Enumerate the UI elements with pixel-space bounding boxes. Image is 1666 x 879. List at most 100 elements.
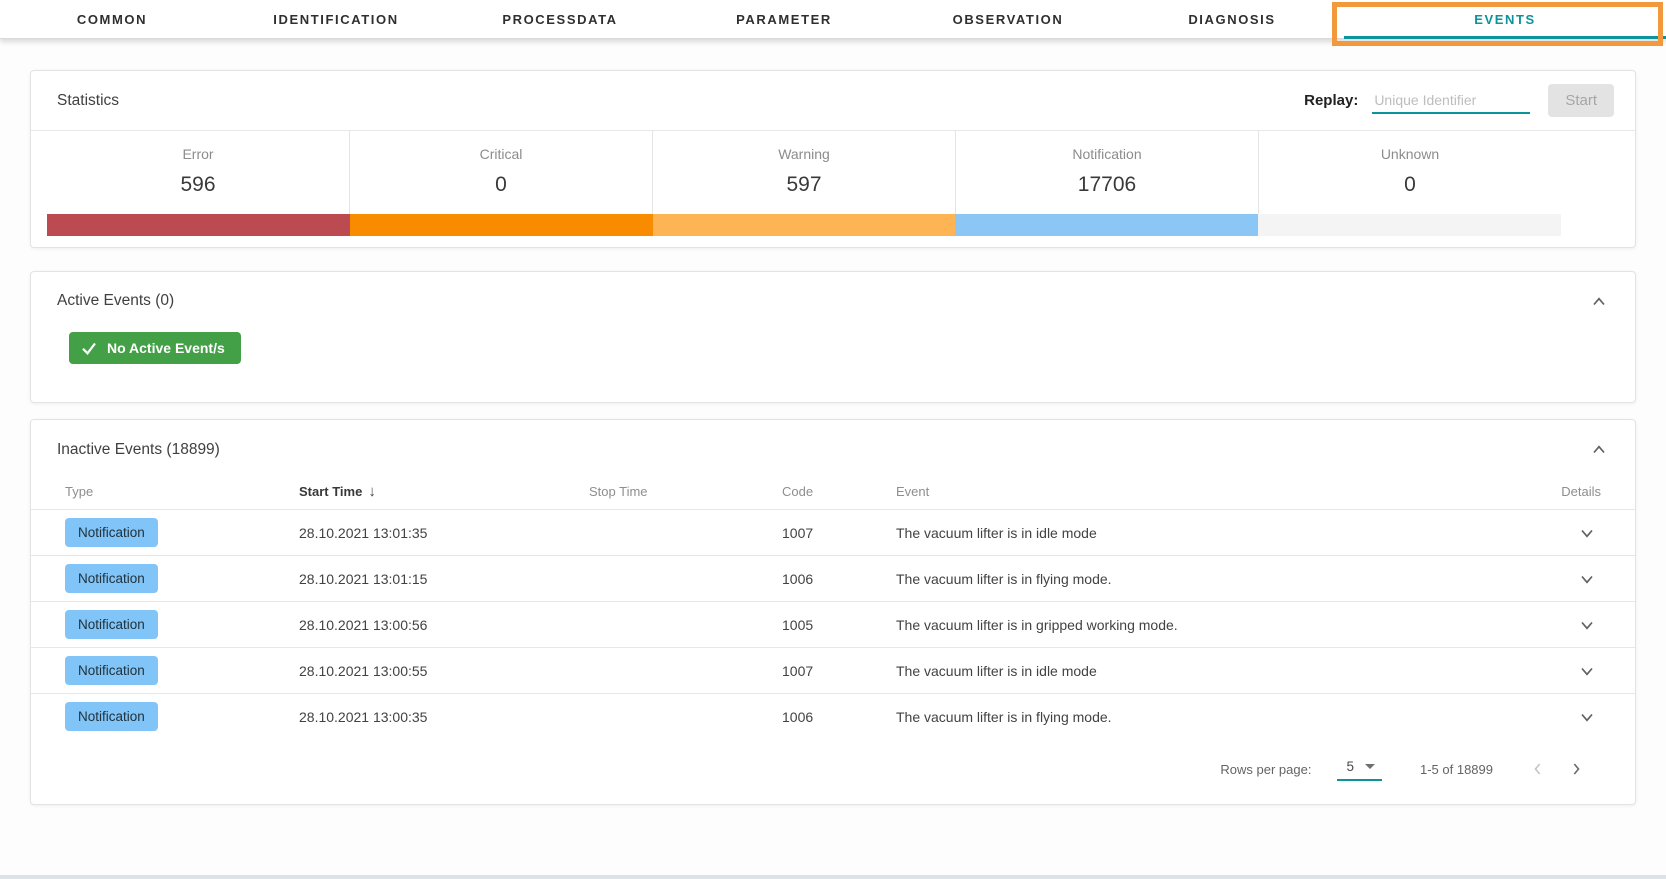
type-badge: Notification — [65, 518, 158, 547]
chevron-right-icon — [1573, 763, 1580, 775]
column-header-details: Details — [1561, 483, 1601, 499]
row-details-toggle[interactable] — [1573, 703, 1601, 731]
chevron-down-icon — [1581, 713, 1593, 722]
bar-segment-critical — [349, 214, 653, 236]
rows-per-page-label: Rows per page: — [1220, 761, 1312, 777]
start-time-cell: 28.10.2021 13:00:55 — [299, 662, 428, 679]
column-header-type: Type — [65, 483, 94, 499]
stat-value: 0 — [495, 173, 507, 196]
replay-identifier-input[interactable] — [1372, 87, 1531, 114]
sort-desc-icon: ↓ — [368, 482, 376, 500]
inactive-events-card: Inactive Events (18899) Type Start Time … — [30, 419, 1636, 805]
tab-bar: COMMON IDENTIFICATION PROCESSDATA PARAME… — [0, 0, 1666, 46]
table-row: Notification 28.10.2021 13:00:55 1007 Th… — [31, 647, 1635, 693]
table-header-row: Type Start Time ↓ Stop Time Code Event D… — [31, 473, 1635, 509]
rows-per-page-select[interactable]: 5 — [1337, 757, 1382, 781]
chevron-down-icon — [1581, 667, 1593, 676]
pagination-range-label: 1-5 of 18899 — [1419, 761, 1493, 777]
replay-controls: Replay: Start — [1304, 84, 1614, 117]
active-tab-underline — [1344, 36, 1666, 39]
start-time-cell: 28.10.2021 13:00:35 — [299, 708, 428, 725]
row-details-toggle[interactable] — [1573, 657, 1601, 685]
code-cell: 1005 — [782, 616, 814, 633]
chevron-down-icon — [1581, 575, 1593, 584]
caret-down-icon — [1364, 764, 1375, 769]
type-badge: Notification — [65, 702, 158, 731]
statistics-grid: Error 596 Critical 0 Warning 597 Notific… — [47, 131, 1561, 214]
stat-label: Notification — [1072, 146, 1142, 162]
tab-diagnosis[interactable]: DIAGNOSIS — [1188, 11, 1276, 27]
event-cell: The vacuum lifter is in flying mode. — [896, 570, 1112, 587]
table-row: Notification 28.10.2021 13:00:35 1006 Th… — [31, 693, 1635, 739]
column-header-code: Code — [782, 483, 814, 499]
statistics-header: Statistics Replay: Start — [31, 71, 1635, 131]
code-cell: 1007 — [782, 662, 814, 679]
chevron-down-icon — [1581, 621, 1593, 630]
previous-page-button[interactable] — [1523, 754, 1553, 784]
event-cell: The vacuum lifter is in idle mode — [896, 524, 1097, 541]
event-cell: The vacuum lifter is in idle mode — [896, 662, 1097, 679]
chevron-up-icon — [1593, 297, 1605, 306]
stat-value: 596 — [180, 173, 216, 196]
column-header-event: Event — [896, 483, 930, 499]
type-badge: Notification — [65, 610, 158, 639]
inactive-events-title: Inactive Events (18899) — [57, 441, 220, 458]
active-events-title: Active Events (0) — [57, 292, 175, 309]
tab-identification[interactable]: IDENTIFICATION — [273, 11, 399, 27]
bar-segment-unknown — [1258, 214, 1561, 236]
bottom-divider — [0, 875, 1666, 879]
stat-value: 0 — [1404, 173, 1416, 196]
tab-parameter[interactable]: PARAMETER — [736, 11, 832, 27]
start-time-label: Start Time — [299, 483, 363, 499]
start-time-cell: 28.10.2021 13:00:56 — [299, 616, 428, 633]
code-cell: 1006 — [782, 708, 814, 725]
row-details-toggle[interactable] — [1573, 565, 1601, 593]
replay-start-button[interactable]: Start — [1548, 84, 1614, 117]
event-cell: The vacuum lifter is in gripped working … — [896, 616, 1178, 633]
tab-events[interactable]: EVENTS — [1332, 0, 1666, 46]
table-row: Notification 28.10.2021 13:00:56 1005 Th… — [31, 601, 1635, 647]
stat-label: Unknown — [1380, 146, 1440, 162]
chevron-left-icon — [1534, 763, 1541, 775]
inactive-events-table: Type Start Time ↓ Stop Time Code Event D… — [31, 473, 1635, 804]
table-paginator: Rows per page: 5 1-5 of 18899 — [31, 739, 1635, 804]
table-row: Notification 28.10.2021 13:01:15 1006 Th… — [31, 555, 1635, 601]
stat-cell-notification: Notification 17706 — [956, 131, 1259, 214]
code-cell: 1007 — [782, 524, 814, 541]
code-cell: 1006 — [782, 570, 814, 587]
column-header-start-time[interactable]: Start Time ↓ — [299, 483, 589, 500]
column-header-stop-time: Stop Time — [589, 483, 648, 499]
row-details-toggle[interactable] — [1573, 611, 1601, 639]
row-details-toggle[interactable] — [1573, 519, 1601, 547]
start-time-cell: 28.10.2021 13:01:15 — [299, 570, 428, 587]
stat-label: Error — [182, 146, 214, 162]
stat-label: Critical — [479, 146, 523, 162]
active-events-card: Active Events (0) No Active Event/s — [30, 271, 1636, 403]
bar-segment-notification — [955, 214, 1259, 236]
start-time-cell: 28.10.2021 13:01:35 — [299, 524, 428, 541]
statistics-body: Error 596 Critical 0 Warning 597 Notific… — [31, 131, 1635, 247]
chevron-up-icon — [1593, 445, 1605, 454]
stat-cell-unknown: Unknown 0 — [1259, 131, 1561, 214]
stat-cell-critical: Critical 0 — [350, 131, 653, 214]
stat-cell-error: Error 596 — [47, 131, 350, 214]
no-active-events-badge: No Active Event/s — [69, 332, 241, 364]
bar-segment-error — [47, 214, 350, 236]
no-active-events-label: No Active Event/s — [107, 340, 225, 356]
type-badge: Notification — [65, 564, 158, 593]
statistics-card: Statistics Replay: Start Error 596 Criti… — [30, 70, 1636, 248]
tab-common[interactable]: COMMON — [76, 11, 148, 27]
tab-observation[interactable]: OBSERVATION — [952, 11, 1064, 27]
stat-value: 17706 — [1077, 173, 1137, 196]
bar-segment-warning — [652, 214, 956, 236]
tab-events-label: EVENTS — [1474, 11, 1536, 27]
tab-processdata[interactable]: PROCESSDATA — [502, 11, 618, 27]
stat-cell-warning: Warning 597 — [653, 131, 956, 214]
statistics-severity-bar — [47, 214, 1561, 236]
next-page-button[interactable] — [1561, 754, 1591, 784]
active-events-collapse-button[interactable] — [1585, 288, 1613, 316]
stat-label: Warning — [778, 146, 830, 162]
inactive-events-collapse-button[interactable] — [1585, 436, 1613, 464]
rows-per-page-value: 5 — [1346, 759, 1354, 774]
chevron-down-icon — [1581, 529, 1593, 538]
